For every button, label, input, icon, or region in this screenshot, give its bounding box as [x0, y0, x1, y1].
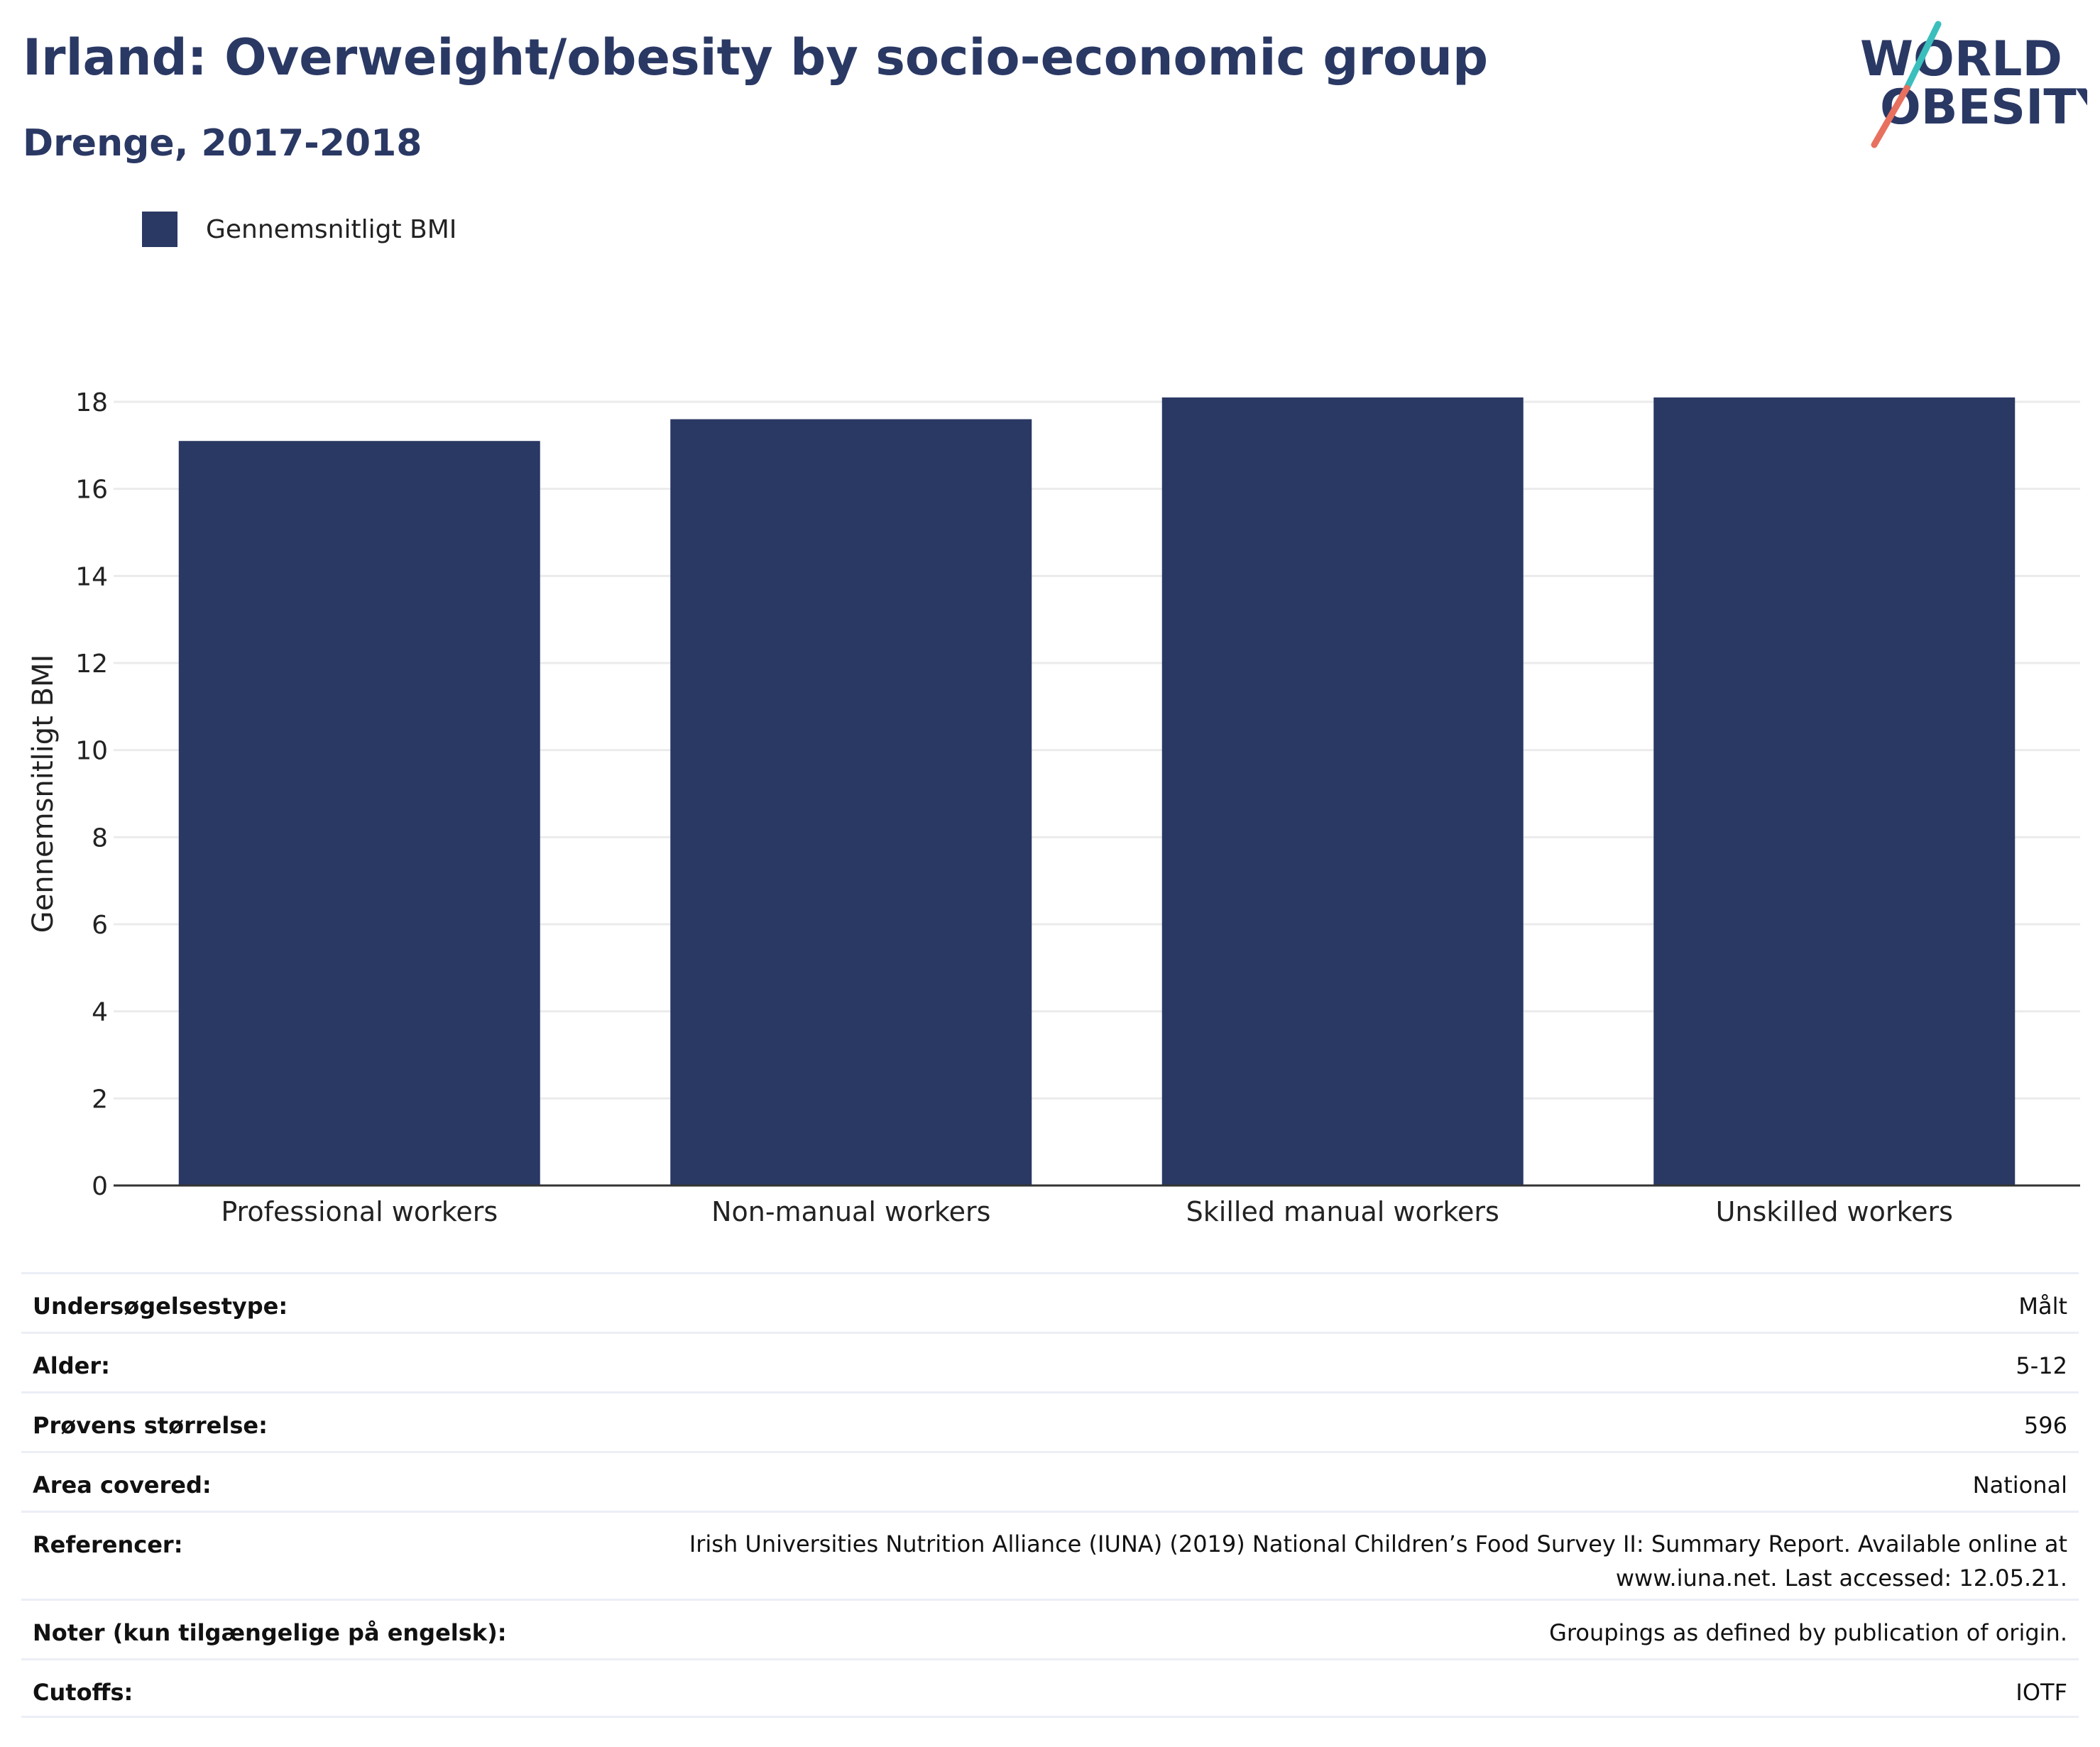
- world-obesity-logo: WORLD OBESITY: [1860, 21, 2087, 148]
- y-tick-label: 6: [92, 911, 108, 940]
- details-table: Undersøgelsestype: Målt Alder: 5-12 Prøv…: [21, 1272, 2079, 1718]
- logo-line1: WORLD: [1860, 31, 2062, 87]
- x-tick-label: Non-manual workers: [711, 1196, 990, 1227]
- detail-value: Groupings as defined by publication of o…: [1549, 1619, 2067, 1646]
- detail-row-survey-type: Undersøgelsestype: Målt: [21, 1272, 2079, 1332]
- y-tick-label: 8: [92, 823, 108, 853]
- detail-label: Alder:: [33, 1352, 110, 1379]
- detail-value: 5-12: [2016, 1352, 2067, 1379]
- detail-label: Referencer:: [33, 1531, 183, 1558]
- detail-value: Irish Universities Nutrition Alliance (I…: [689, 1530, 2067, 1592]
- legend-label: Gennemsnitligt BMI: [206, 214, 457, 244]
- detail-row-references: Referencer: Irish Universities Nutrition…: [21, 1511, 2079, 1599]
- bar: [1653, 397, 2016, 1185]
- y-tick-label: 2: [92, 1085, 108, 1114]
- chart-subtitle: Drenge, 2017-2018: [23, 122, 422, 165]
- logo-line2: OBESITY: [1880, 80, 2087, 136]
- bar: [178, 441, 540, 1186]
- detail-row-cutoffs: Cutoffs: IOTF: [21, 1658, 2079, 1718]
- detail-row-age: Alder: 5-12: [21, 1332, 2079, 1391]
- detail-row-notes: Noter (kun tilgængelige på engelsk): Gro…: [21, 1599, 2079, 1658]
- y-tick-label: 14: [75, 562, 108, 591]
- y-tick-label: 4: [92, 998, 108, 1027]
- y-tick-label: 10: [75, 737, 108, 766]
- x-tick-label: Professional workers: [221, 1196, 498, 1227]
- detail-label: Cutoffs:: [33, 1679, 133, 1706]
- detail-row-area: Area covered: National: [21, 1451, 2079, 1511]
- y-tick-label: 12: [75, 650, 108, 679]
- bar: [670, 419, 1032, 1185]
- y-tick-label: 0: [92, 1172, 108, 1201]
- logo-slash-top: [1903, 21, 1942, 92]
- chart-title: Irland: Overweight/obesity by socio-econ…: [23, 28, 1489, 87]
- y-tick-label: 18: [75, 388, 108, 417]
- legend-swatch: [142, 212, 177, 247]
- detail-value: IOTF: [2016, 1679, 2067, 1706]
- y-tick-label: 16: [75, 476, 108, 505]
- x-tick-label: Skilled manual workers: [1186, 1196, 1499, 1227]
- detail-value: Målt: [2018, 1293, 2067, 1320]
- detail-label: Noter (kun tilgængelige på engelsk):: [33, 1619, 507, 1646]
- bar-chart: 0 2 4 6 8 10 12 14 16 18 Professional workers Non-m…: [27, 388, 2080, 1227]
- chart-legend: Gennemsnitligt BMI: [142, 210, 456, 248]
- logo-slash-bottom: [1871, 84, 1910, 148]
- detail-row-sample-size: Prøvens størrelse: 596: [21, 1391, 2079, 1451]
- detail-label: Prøvens størrelse:: [33, 1412, 268, 1439]
- detail-value: 596: [2023, 1412, 2067, 1439]
- y-axis-label: Gennemsnitligt BMI: [27, 655, 60, 933]
- detail-value: National: [1972, 1472, 2067, 1499]
- x-tick-label: Unskilled workers: [1716, 1196, 1953, 1227]
- bar: [1161, 397, 1524, 1185]
- detail-label: Undersøgelsestype:: [33, 1293, 288, 1320]
- detail-label: Area covered:: [33, 1472, 212, 1499]
